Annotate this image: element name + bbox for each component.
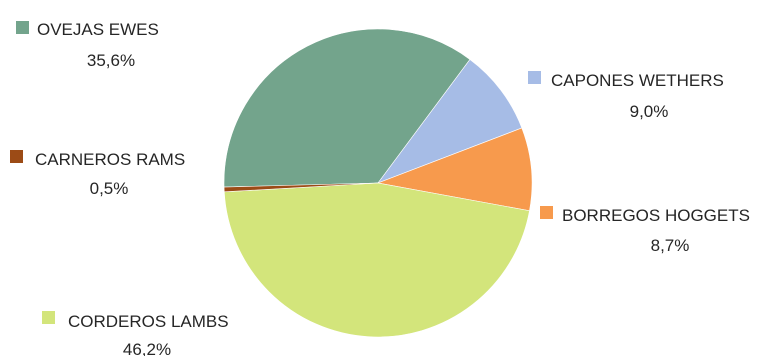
slice-value-corderos-lambs: 46,2% [123, 340, 171, 356]
legend-marker-carneros-rams [10, 150, 23, 163]
legend-marker-corderos-lambs [42, 311, 55, 324]
pie-slice-corderos-lambs [223, 182, 530, 338]
slice-label-corderos-lambs: CORDEROS LAMBS [68, 312, 229, 331]
slice-label-ovejas-ewes: OVEJAS EWES [37, 20, 159, 39]
slice-value-borregos-hoggets: 8,7% [651, 236, 690, 255]
slice-value-capones-wethers: 9,0% [630, 102, 669, 121]
slice-value-carneros-rams: 0,5% [90, 179, 129, 198]
legend-marker-capones-wethers [528, 71, 541, 84]
pie-slice-ovejas-ewes [223, 28, 471, 188]
pie-slice-capones-wethers [377, 59, 523, 184]
pie-slice-carneros-rams [223, 182, 379, 193]
legend-marker-borregos-hoggets [540, 206, 553, 219]
slice-label-carneros-rams: CARNEROS RAMS [35, 150, 185, 169]
slice-label-borregos-hoggets: BORREGOS HOGGETS [562, 206, 750, 225]
slice-label-capones-wethers: CAPONES WETHERS [551, 71, 724, 90]
slice-value-ovejas-ewes: 35,6% [87, 51, 135, 70]
legend-marker-ovejas-ewes [16, 21, 29, 34]
